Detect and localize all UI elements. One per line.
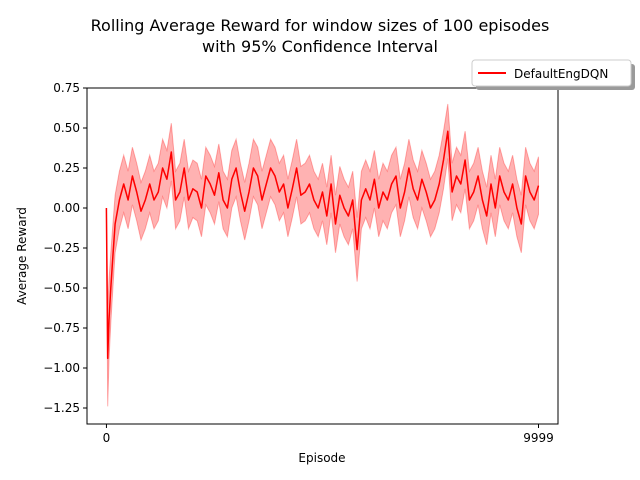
series-line-0 [105, 130, 540, 360]
legend-box [471, 59, 632, 87]
x-tick-label: 0 [103, 431, 111, 445]
plot-frame [86, 87, 559, 425]
y-tick-label: 0.25 [53, 161, 80, 175]
y-tick-label: 0.50 [53, 121, 80, 135]
legend-label: DefaultEngDQN [514, 67, 608, 81]
series-line-layer [105, 130, 540, 360]
plot-area [105, 103, 540, 407]
y-tick-label: −0.75 [43, 321, 80, 335]
y-tick-label: −1.25 [43, 401, 80, 415]
y-axis-ticks: −1.25 −1.00 −0.75 −0.50 −0.25 0.00 0.25 0.50 0.7… [43, 81, 87, 415]
chart-title-line1: Rolling Average Reward for window sizes … [91, 16, 550, 35]
y-tick-label: −0.50 [43, 281, 80, 295]
y-tick-label: −1.00 [43, 361, 80, 375]
x-tick-label: 9999 [523, 431, 554, 445]
y-axis-label: Average Reward [15, 207, 29, 305]
chart-title-line2: with 95% Confidence Interval [202, 37, 438, 56]
y-tick-label: 0.00 [53, 201, 80, 215]
x-axis-ticks: 0 9999 [103, 424, 554, 445]
legend: DefaultEngDQN [471, 59, 635, 90]
y-tick-label: −0.25 [43, 241, 80, 255]
y-tick-label: 0.75 [53, 81, 80, 95]
x-axis-label: Episode [298, 451, 345, 465]
